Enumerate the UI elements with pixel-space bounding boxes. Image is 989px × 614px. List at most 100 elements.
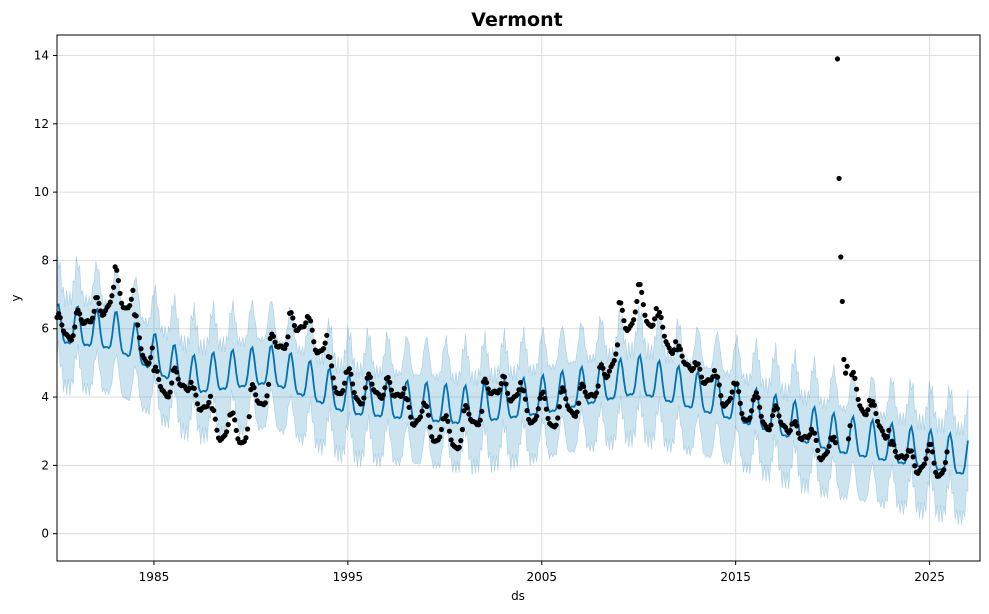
observed-point [715, 374, 721, 380]
observed-point [448, 437, 454, 443]
observed-point [400, 391, 406, 397]
observed-point [380, 392, 386, 398]
observed-point [769, 412, 776, 419]
observed-point [836, 175, 842, 182]
observed-point [879, 428, 885, 434]
observed-point [613, 351, 619, 357]
observed-point [408, 414, 414, 420]
observed-point [188, 379, 194, 385]
observed-point [173, 369, 180, 375]
observed-point [758, 413, 764, 419]
observed-point [233, 427, 239, 434]
x-tick-label: 2015 [720, 570, 751, 584]
observed-point [309, 327, 315, 333]
observed-point [77, 311, 83, 317]
forecast-line [56, 303, 969, 475]
observed-point [283, 341, 289, 348]
observed-point [206, 399, 212, 406]
observed-point [59, 322, 65, 328]
observed-point [477, 417, 483, 423]
observed-point [832, 440, 839, 446]
observed-point [540, 389, 546, 395]
observed-point [748, 408, 755, 414]
observed-point [929, 449, 936, 455]
observed-point [660, 324, 666, 330]
observed-point [580, 383, 587, 390]
observed-point [503, 381, 509, 387]
observed-point [853, 386, 860, 392]
observed-point [349, 381, 356, 387]
observed-point [446, 428, 453, 434]
observed-point [619, 307, 625, 313]
observed-point [57, 314, 63, 321]
grid [57, 35, 980, 561]
observed-point [456, 444, 462, 450]
observed-point [149, 345, 155, 351]
observed-point [406, 404, 412, 410]
observed-point [70, 332, 76, 339]
observed-point [787, 427, 793, 434]
observed-point [458, 438, 464, 444]
observed-point [324, 332, 330, 338]
observed-point [212, 416, 218, 422]
observed-point [855, 396, 861, 403]
observed-point [114, 267, 120, 273]
observed-point [369, 381, 375, 387]
observed-point [138, 346, 144, 352]
observed-point [351, 389, 357, 396]
observed-point [640, 301, 646, 308]
observed-point [154, 368, 160, 374]
observed-point [417, 414, 424, 420]
observed-point [211, 407, 217, 414]
observed-point [445, 418, 451, 424]
observed-point [815, 447, 821, 454]
observed-point [555, 415, 561, 421]
observed-point [322, 340, 328, 346]
uncertainty-band-layer [56, 252, 969, 526]
observed-point [593, 390, 600, 396]
observed-point [600, 365, 606, 371]
observed-point [429, 434, 435, 440]
observed-point [107, 299, 113, 305]
observed-point [811, 430, 818, 436]
observed-point [863, 412, 869, 418]
observed-point [361, 395, 367, 401]
observed-point [110, 284, 117, 290]
observed-point [563, 396, 569, 402]
observed-point [303, 320, 309, 326]
observed-point [576, 400, 582, 406]
observed-point [262, 400, 268, 406]
observed-point [653, 305, 659, 312]
observed-point [690, 365, 697, 372]
observed-point [285, 334, 291, 340]
observed-point [582, 389, 588, 395]
observed-point [243, 435, 249, 441]
observed-point [933, 469, 939, 476]
observed-point [387, 379, 393, 386]
observed-point [736, 388, 742, 395]
observed-point [264, 393, 270, 399]
observed-point [621, 318, 627, 324]
observed-point [479, 408, 485, 414]
observed-point [734, 381, 740, 387]
observed-point [385, 374, 391, 381]
observed-point [230, 410, 236, 416]
observed-point [679, 353, 685, 359]
observed-point [614, 342, 621, 348]
observed-point [498, 381, 504, 387]
observed-point [94, 294, 100, 301]
observed-points-layer [54, 56, 950, 479]
observed-point [505, 390, 511, 396]
forecast-line-layer [56, 303, 969, 475]
observed-point [572, 413, 579, 419]
observed-point [925, 448, 931, 454]
observed-point [98, 308, 104, 314]
observed-point [419, 408, 425, 414]
observed-point [718, 393, 724, 399]
observed-point [524, 408, 530, 414]
observed-point [884, 433, 890, 440]
observed-point [561, 388, 567, 394]
y-tick-label: 6 [41, 322, 49, 336]
observed-point [207, 393, 214, 399]
x-axis: 1985 1995 2005 2015 2025 [139, 561, 945, 584]
